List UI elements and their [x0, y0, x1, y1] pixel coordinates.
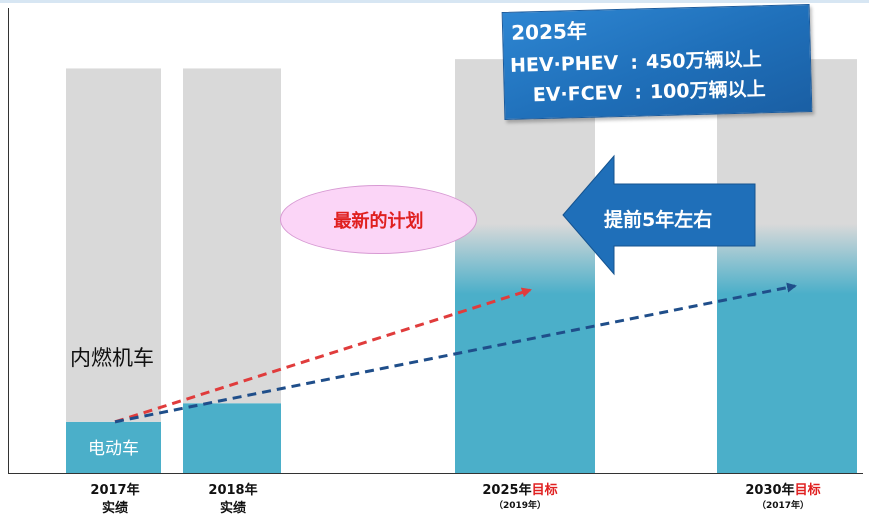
x-tick-label: 2030年目标 （2017年） [745, 483, 821, 511]
target-row-ev-fcev: EV·FCEV:100万辆以上 [532, 78, 766, 107]
target-row-hev-phev: HEV·PHEV:450万辆以上 [509, 48, 762, 77]
big-left-arrow [562, 154, 756, 276]
x-tick-label: 2018年 实绩 [208, 483, 258, 516]
target-box-title: 2025年 [510, 18, 588, 45]
ev-segment-label: 电动车 [88, 438, 139, 459]
five-years-earlier-label: 提前5年左右 [604, 209, 713, 231]
trend-arrow-line [114, 287, 532, 424]
ev-bar-segment [455, 263, 595, 473]
target-row-value: 100万辆以上 [649, 78, 766, 104]
ice-segment-label: 内燃机车 [70, 346, 154, 370]
target-2025-box: 2025年 HEV·PHEV:450万辆以上 EV·FCEV:100万辆以上 [501, 3, 813, 121]
target-transition-gradient [455, 223, 595, 294]
x-tick-label: 2017年 实绩 [90, 483, 140, 516]
x-axis-line [8, 473, 863, 474]
x-tick-label: 2025年目标 （2019年） [482, 483, 558, 511]
ev-bar-segment [66, 421, 161, 473]
top-divider [0, 0, 869, 3]
target-row-value: 450万辆以上 [645, 48, 762, 74]
trend-arrow-line [114, 282, 797, 424]
ice-bar-segment [66, 68, 161, 422]
y-axis-line [8, 8, 9, 473]
ice-bar-segment [183, 68, 281, 404]
target-row-label: EV·FCEV [532, 81, 623, 107]
latest-plan-label: 最新的计划 [333, 210, 424, 232]
target-row-label: HEV·PHEV [509, 52, 619, 77]
latest-plan-ellipse: 最新的计划 [280, 185, 477, 254]
ev-bar-segment [183, 403, 281, 473]
ev-bar-segment [717, 263, 857, 473]
